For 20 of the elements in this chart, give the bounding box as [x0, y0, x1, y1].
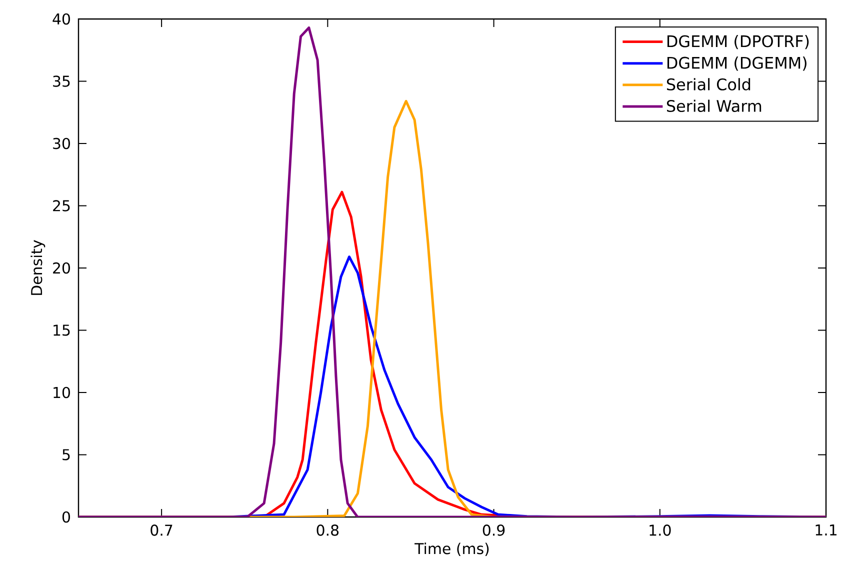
y-tick-label: 20	[53, 262, 70, 274]
y-tick-label: 35	[53, 76, 70, 87]
y-tick-label: 25	[53, 200, 70, 212]
y-tick-label: 30	[53, 138, 70, 150]
y-tick-label: 0	[62, 511, 70, 523]
x-tick-label: 1.1	[816, 524, 837, 536]
legend-label: DGEMM (DPOTRF)	[667, 34, 809, 50]
legend-label: DGEMM (DGEMM)	[667, 56, 806, 71]
legend-label: Serial Warm	[666, 100, 762, 112]
x-tick-label: 0.7	[150, 524, 172, 536]
x-axis-title: Time (ms)	[414, 542, 489, 556]
y-tick-label: 10	[54, 386, 70, 398]
y-tick-label: 5	[62, 449, 70, 460]
x-tick-label: 0.9	[482, 524, 505, 536]
x-tick-label: 1.0	[650, 524, 671, 536]
y-tick-label: 15	[54, 324, 70, 336]
y-tick-label: 40	[52, 13, 70, 25]
legend-label: Serial Cold	[666, 78, 750, 90]
y-axis-title: Density	[30, 240, 46, 295]
x-tick-label: 0.8	[316, 524, 339, 536]
